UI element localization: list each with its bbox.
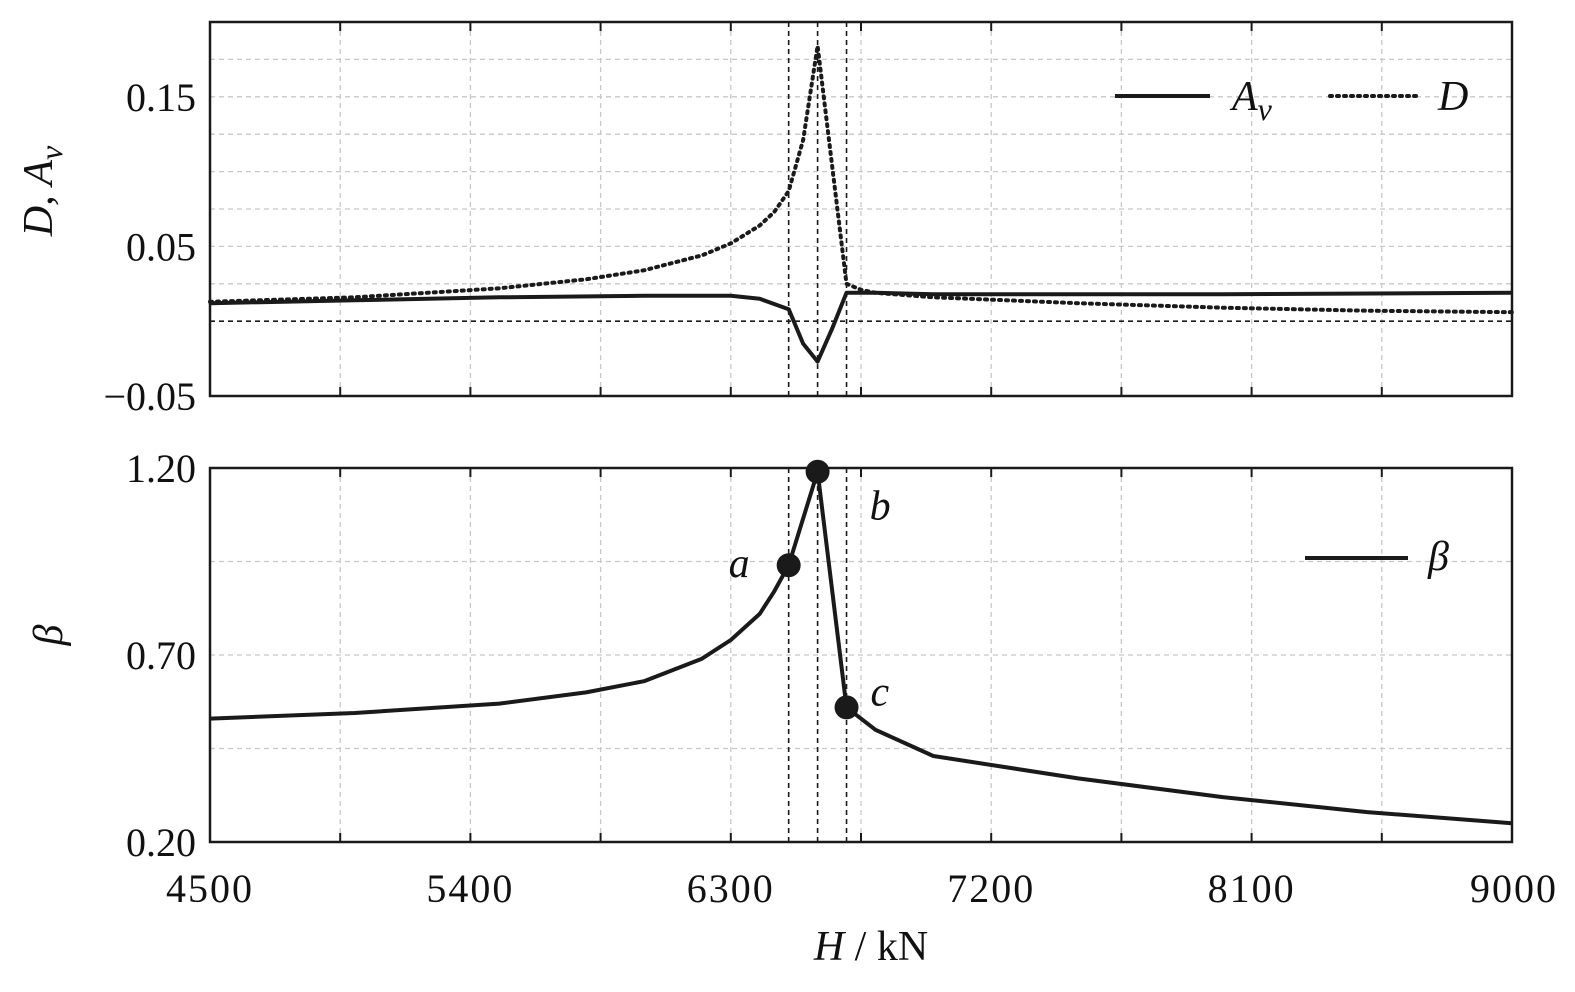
x-tick-label: 7200 (947, 866, 1035, 911)
series-line-beta (209, 469, 1513, 826)
x-tick-label: 5400 (426, 866, 514, 911)
y-axis-label-sep: , (16, 186, 62, 206)
series-line-d (208, 45, 1514, 315)
y-axis-label-beta: β (26, 624, 72, 646)
point-a (776, 553, 801, 578)
legend-label-d: D (1437, 74, 1468, 120)
y-tick-label: 1.20 (126, 446, 196, 491)
y-tick-label: −0.05 (103, 374, 196, 419)
point-label-a: a (729, 541, 750, 587)
legend-label-av: Av (1229, 74, 1273, 127)
point-c (834, 695, 859, 720)
y-tick-label: 0.20 (126, 820, 196, 865)
y-axis-label-a: A (16, 160, 62, 189)
legend: Av D (1115, 74, 1468, 127)
y-axis-label: D, Av (16, 145, 69, 237)
point-label-b: b (870, 484, 891, 530)
x-axis-label: H / kN (813, 924, 928, 970)
y-tick-label: 0.15 (126, 75, 196, 120)
y-axis-label-d: D (16, 206, 62, 237)
y-tick-label: 0.05 (126, 224, 196, 269)
x-tick-label: 4500 (166, 866, 254, 911)
point-b (805, 459, 830, 484)
x-tick-label: 9000 (1470, 866, 1558, 911)
y-axis-label-sub: v (33, 145, 69, 160)
y-tick-label: 0.70 (126, 633, 196, 678)
x-tick-label: 8100 (1208, 866, 1296, 911)
legend-beta: β (1305, 534, 1449, 580)
series-line-av (209, 290, 1513, 364)
legend-label-beta: β (1427, 534, 1449, 580)
point-label-c: c (871, 669, 890, 715)
x-tick-label: 6300 (687, 866, 775, 911)
